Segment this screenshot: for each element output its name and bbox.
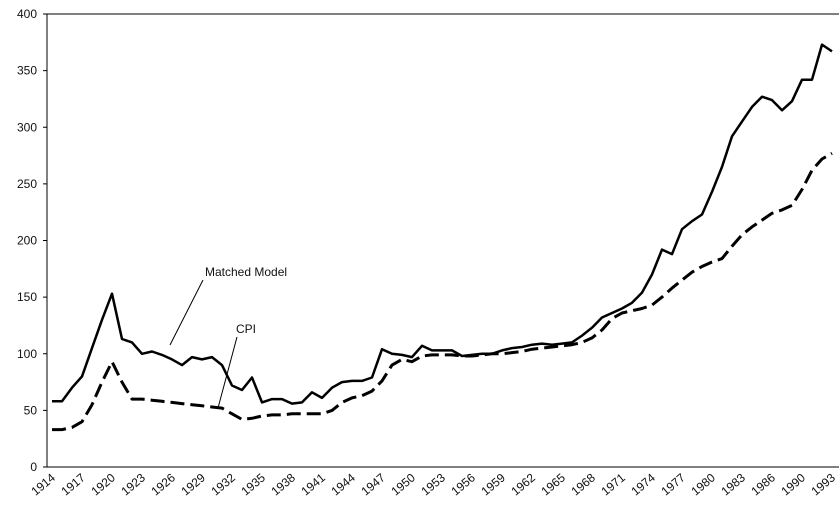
leader-line: [169, 279, 204, 346]
x-tick-label: 1993: [808, 470, 838, 498]
y-tick-label: 0: [30, 460, 37, 474]
y-tick-label: 50: [24, 403, 38, 417]
series-label: Matched Model: [205, 265, 287, 279]
x-tick-label: 1950: [388, 470, 418, 498]
x-tick-label: 1947: [358, 470, 388, 498]
x-tick-label: 1965: [538, 470, 568, 498]
x-tick-label: 1953: [418, 470, 448, 498]
y-tick-label: 150: [17, 290, 37, 304]
x-tick-label: 1926: [148, 470, 178, 498]
x-tick-label: 1983: [718, 470, 748, 498]
x-tick-label: 1941: [298, 470, 328, 498]
x-tick-label: 1956: [448, 470, 478, 498]
x-tick-label: 1914: [28, 470, 58, 498]
series-line: [52, 43, 833, 405]
x-tick-label: 1980: [688, 470, 718, 498]
x-tick-label: 1962: [508, 470, 538, 498]
leader-line: [217, 336, 238, 409]
x-tick-label: 1938: [268, 470, 298, 498]
y-tick-label: 400: [17, 7, 37, 21]
y-tick-label: 300: [17, 120, 37, 134]
x-tick-label: 1959: [478, 470, 508, 498]
x-tick-label: 1986: [748, 470, 778, 498]
x-tick-label: 1917: [58, 470, 88, 498]
x-tick-label: 1923: [118, 470, 148, 498]
x-tick-label: 1944: [328, 470, 358, 498]
x-tick-label: 1990: [778, 470, 808, 498]
y-tick-label: 100: [17, 347, 37, 361]
x-tick-label: 1929: [178, 470, 208, 498]
series-line: [52, 151, 833, 432]
x-tick-label: 1932: [208, 470, 238, 498]
x-tick-label: 1974: [628, 470, 658, 498]
x-tick-label: 1971: [598, 470, 628, 498]
y-tick-label: 350: [17, 64, 37, 78]
x-tick-label: 1968: [568, 470, 598, 498]
y-tick-label: 250: [17, 177, 37, 191]
x-tick-label: 1920: [88, 470, 118, 498]
x-tick-label: 1977: [658, 470, 688, 498]
y-tick-label: 200: [17, 234, 37, 248]
series-label: CPI: [236, 322, 256, 336]
x-tick-label: 1935: [238, 470, 268, 498]
